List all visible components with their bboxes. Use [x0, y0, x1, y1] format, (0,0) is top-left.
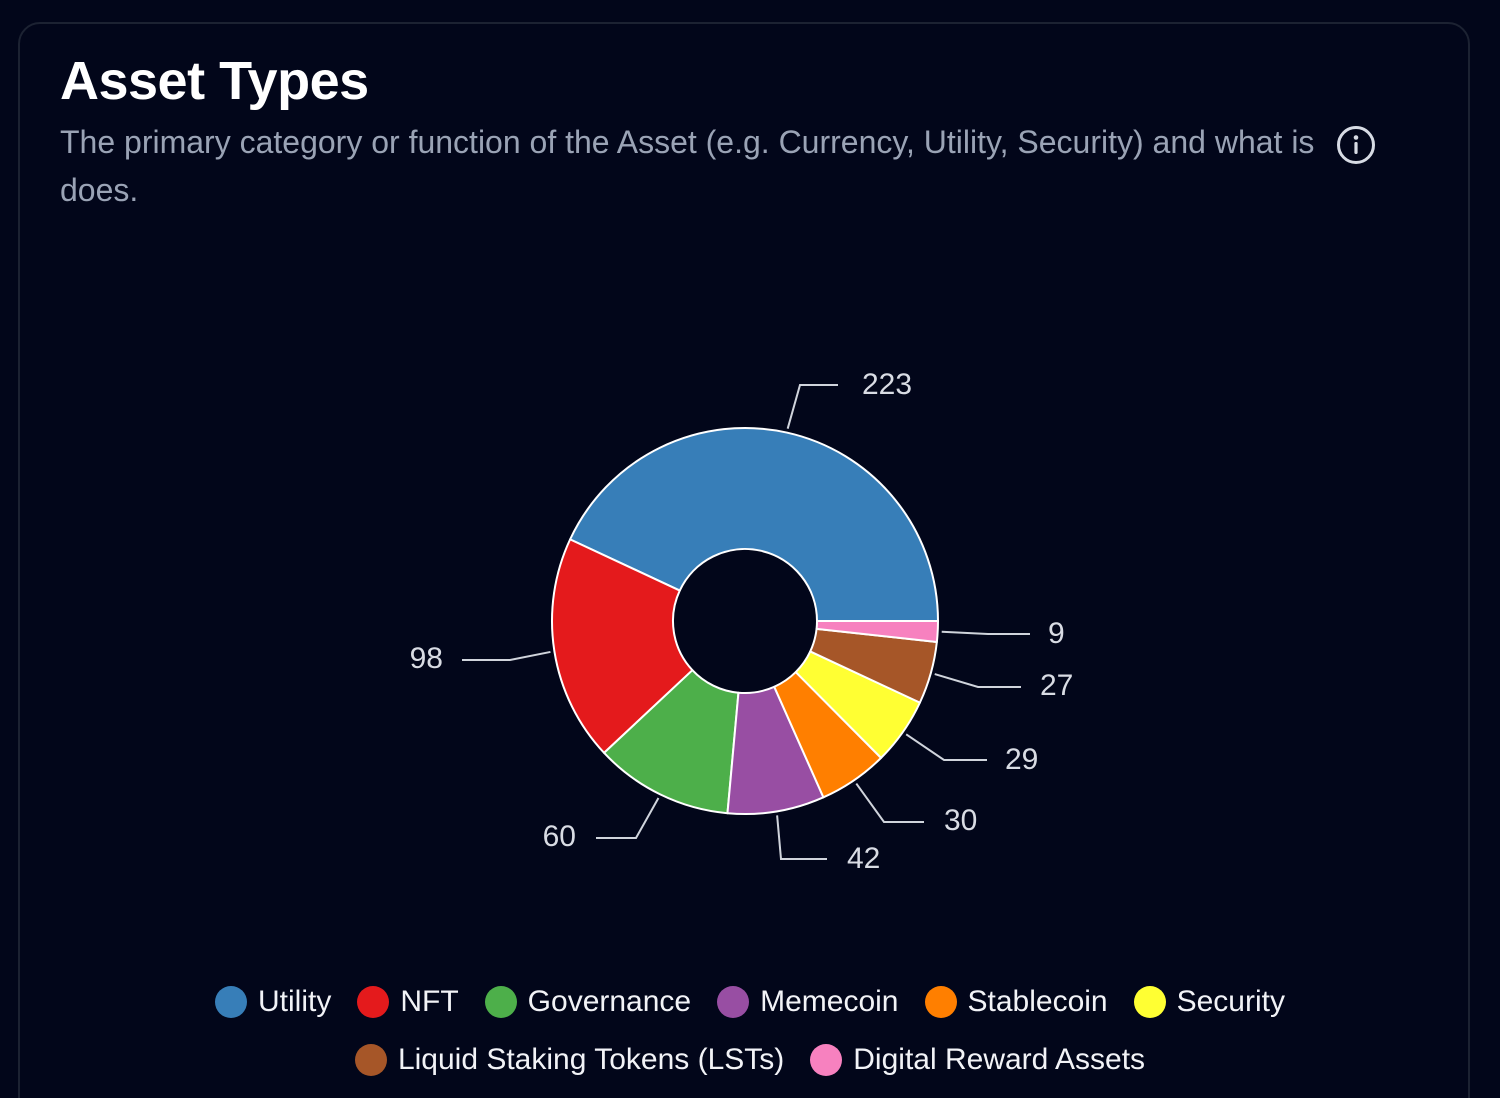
leader-line-liquid-staking-tokens-lsts [934, 673, 1021, 688]
legend-swatch [357, 986, 390, 1018]
legend-swatch [215, 986, 247, 1018]
chart-legend: Utility NFT Governance Memecoin Stablecoin Se… [150, 982, 1350, 1080]
legend-swatch [717, 986, 750, 1018]
card-title: Asset Types [60, 51, 369, 111]
legend-item-security[interactable]: Security [1133, 982, 1285, 1022]
data-labels: 223 98 60 42 30 29 27 9 [410, 368, 1074, 875]
data-label-liquid-staking-tokens-lsts: 27 [1040, 669, 1073, 702]
legend-label: Utility [258, 985, 332, 1018]
data-label-stablecoin: 30 [944, 804, 977, 837]
legend-item-nft[interactable]: NFT [357, 982, 459, 1022]
legend-item-digital-reward-assets[interactable]: Digital Reward Assets [810, 1040, 1145, 1080]
slice-stablecoin[interactable] [773, 671, 883, 799]
donut-slices [551, 427, 939, 815]
legend-swatch [1133, 986, 1166, 1018]
legend-swatch [354, 1044, 387, 1076]
legend-item-utility[interactable]: Utility [215, 982, 331, 1022]
legend-item-stablecoin[interactable]: Stablecoin [924, 982, 1108, 1022]
legend-item-memecoin[interactable]: Memecoin [717, 982, 899, 1022]
legend-label: Memecoin [760, 985, 899, 1018]
slice-memecoin[interactable] [726, 685, 825, 815]
legend-label: Security [1176, 985, 1285, 1018]
leader-line-digital-reward-assets [941, 630, 1030, 635]
slice-liquid-staking-tokens-lsts[interactable] [809, 627, 938, 704]
leader-line-nft [462, 650, 551, 661]
legend-item-governance[interactable]: Governance [484, 982, 692, 1022]
leader-line-utility [786, 384, 838, 429]
data-label-utility: 223 [862, 368, 912, 401]
slice-utility[interactable] [569, 427, 939, 622]
legend-label: Stablecoin [967, 985, 1108, 1018]
slice-nft[interactable] [551, 538, 694, 754]
data-label-governance: 60 [543, 820, 576, 853]
data-label-digital-reward-assets: 9 [1048, 617, 1065, 650]
legend-label: NFT [400, 985, 459, 1018]
legend-swatch [924, 986, 957, 1018]
info-icon[interactable] [1336, 125, 1376, 165]
legend-label: Digital Reward Assets [853, 1043, 1146, 1076]
legend-item-liquid-staking-tokens-lsts[interactable]: Liquid Staking Tokens (LSTs) [354, 1040, 785, 1080]
card-subtitle: The primary category or function of the … [60, 124, 1315, 208]
legend-swatch [810, 1044, 843, 1076]
leader-line-stablecoin [855, 782, 924, 823]
leader-line-security [905, 733, 987, 761]
slice-governance[interactable] [603, 669, 740, 815]
legend-swatch [484, 986, 517, 1018]
legend-label: Liquid Staking Tokens (LSTs) [397, 1043, 785, 1076]
asset-types-card [18, 22, 1470, 1098]
slice-security[interactable] [794, 650, 921, 759]
leader-line-governance [596, 797, 660, 839]
data-label-nft: 98 [410, 642, 443, 675]
data-label-security: 29 [1005, 743, 1038, 776]
leader-line-memecoin [776, 815, 827, 860]
data-label-memecoin: 42 [847, 842, 880, 875]
slice-digital-reward-assets[interactable] [815, 620, 939, 644]
label-leader-lines [462, 384, 1030, 860]
legend-label: Governance [527, 985, 692, 1018]
